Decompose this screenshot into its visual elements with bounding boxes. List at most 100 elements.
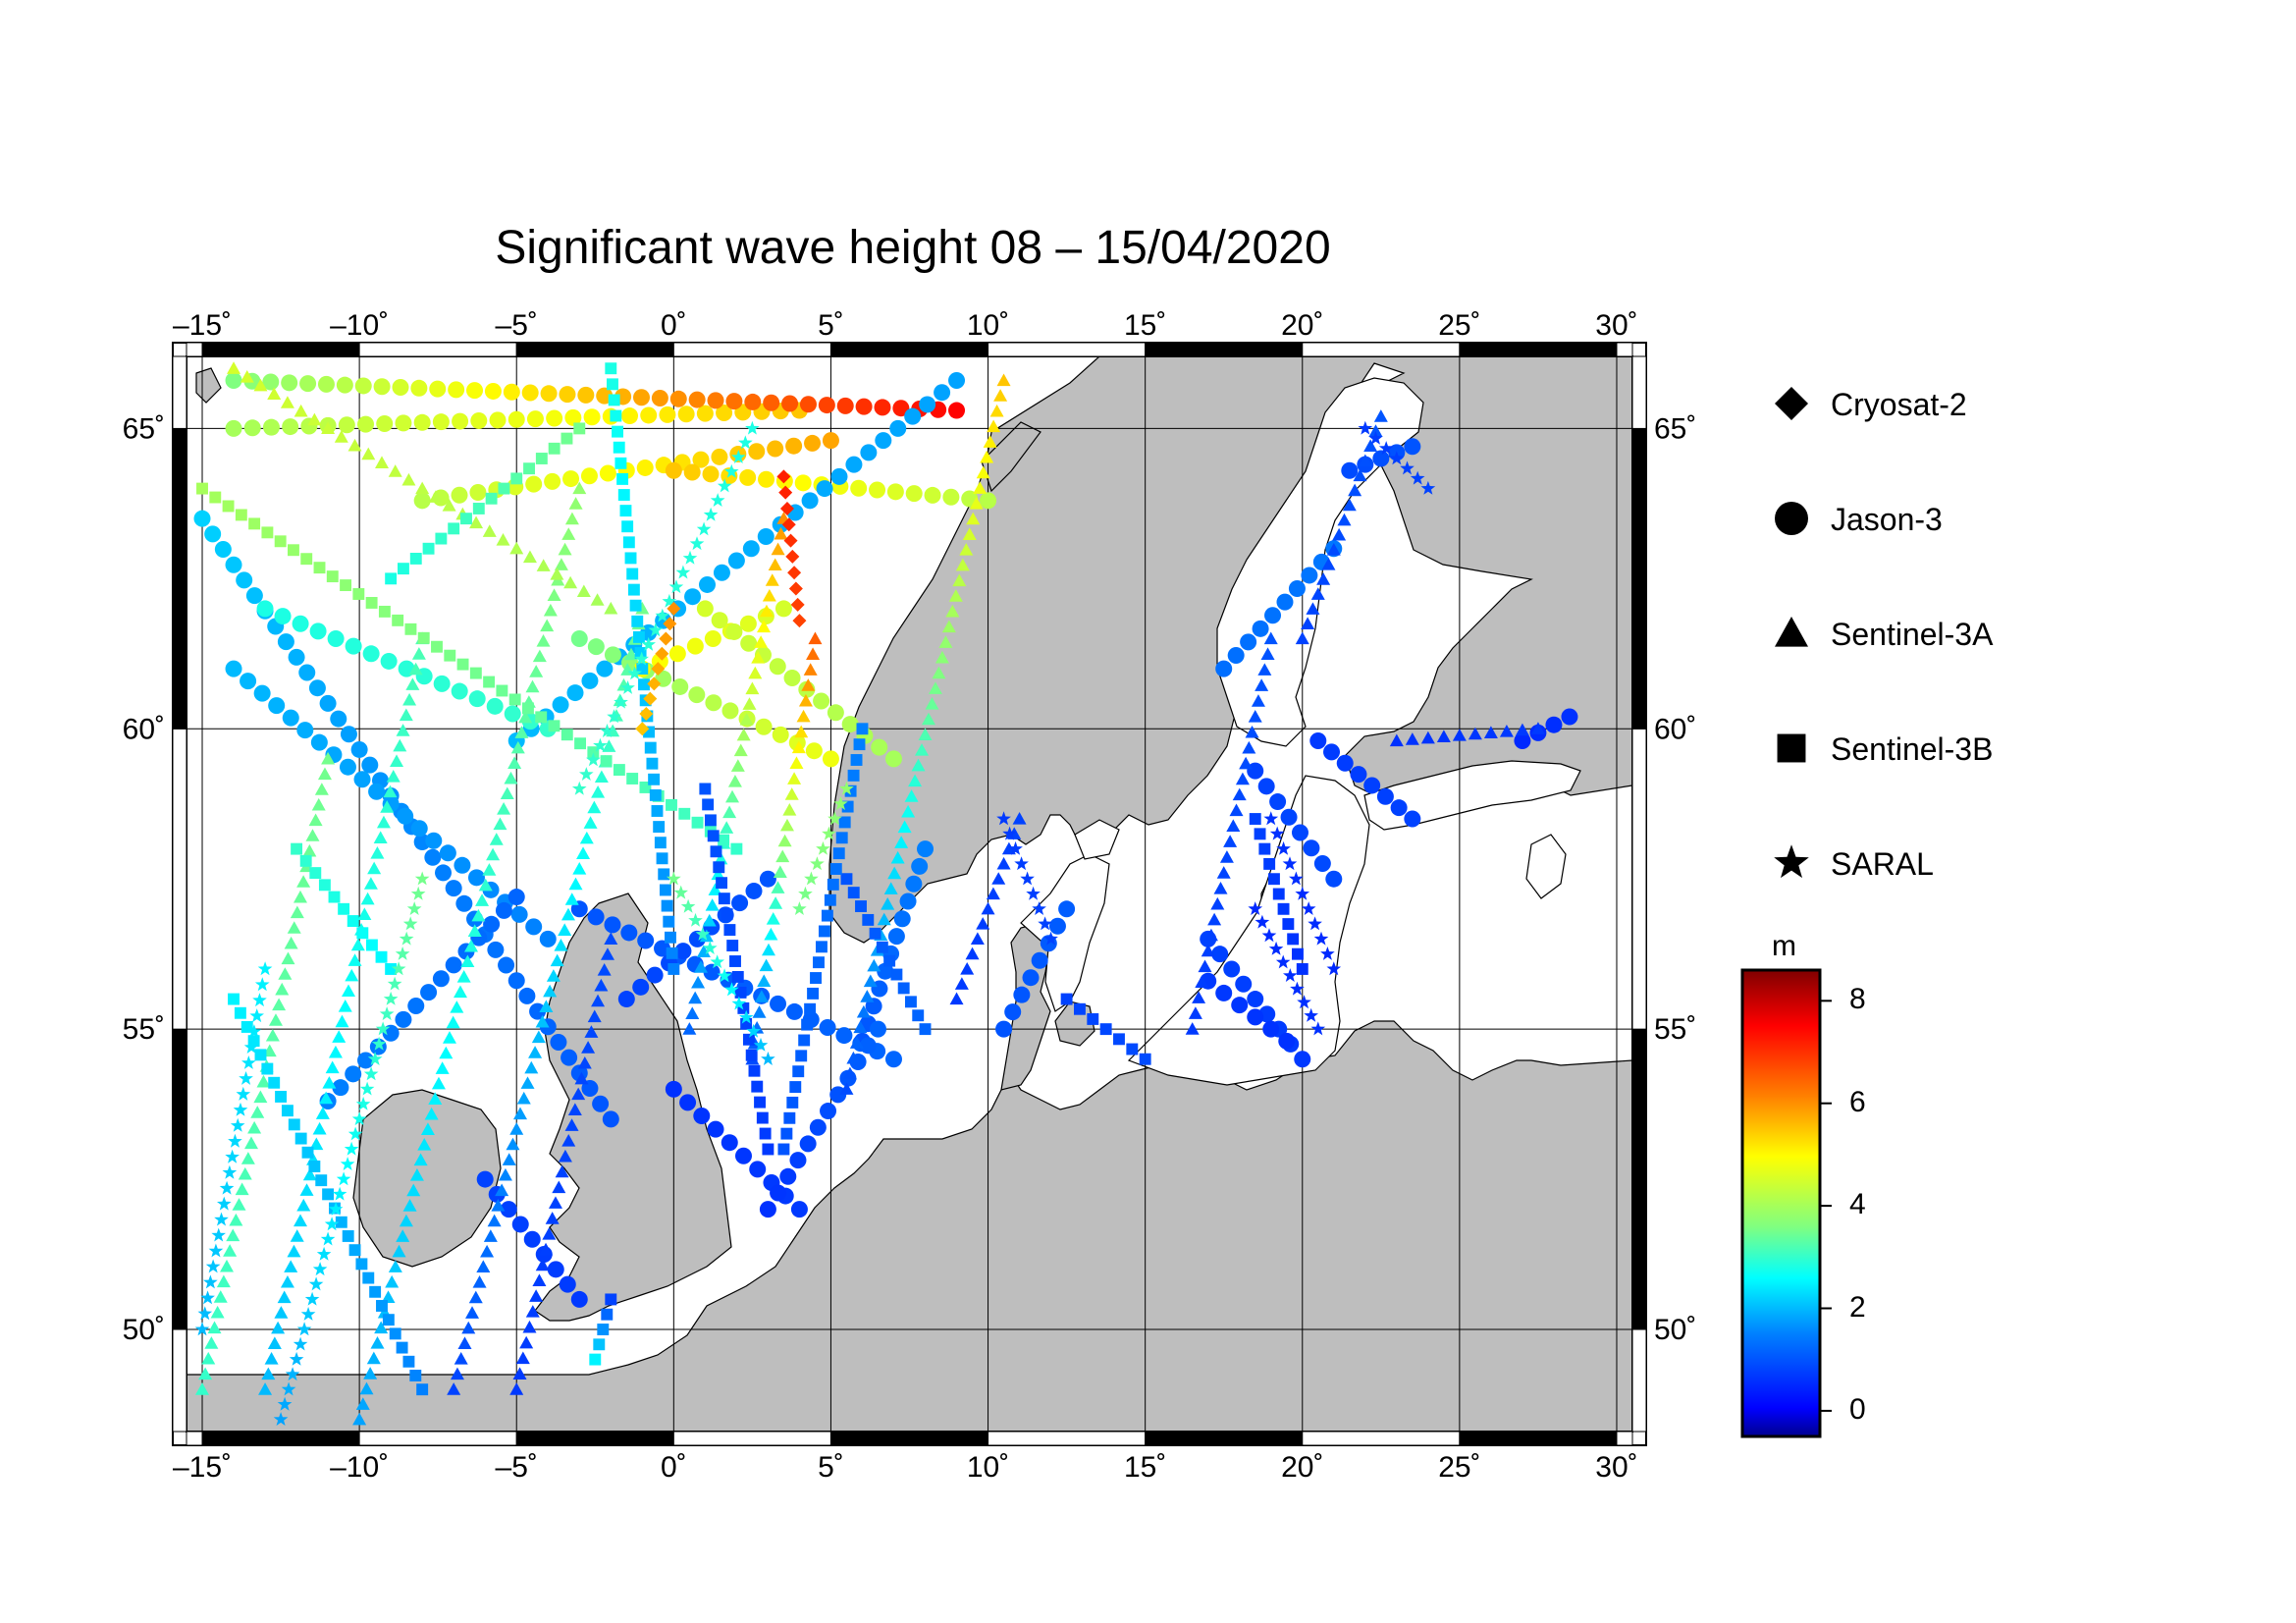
track-point-circle [327, 630, 345, 648]
track-point-circle [564, 408, 582, 426]
track-point-triangle [561, 527, 576, 540]
track-point-circle [361, 756, 379, 774]
triangle-symbol [1775, 617, 1808, 647]
track-point-star [1255, 914, 1270, 929]
track-point-circle [1240, 633, 1257, 651]
track-point-square [348, 1244, 361, 1257]
track-point-diamond [639, 706, 654, 721]
track-point-circle [785, 437, 803, 455]
track-point-triangle [1245, 725, 1259, 738]
lon-tick-label-top: 25˚ [1438, 309, 1480, 342]
track-point-triangle [317, 767, 332, 781]
track-point-triangle [361, 447, 376, 460]
track-point-circle [745, 882, 763, 899]
track-point-circle [679, 1094, 697, 1111]
track-point-triangle [198, 1367, 213, 1380]
track-point-triangle [240, 1152, 255, 1164]
track-point-triangle [350, 938, 365, 951]
track-point-triangle [682, 1022, 697, 1035]
track-point-circle [688, 391, 706, 408]
track-point-circle [651, 390, 668, 407]
track-point-circle [1264, 607, 1282, 624]
track-point-circle [1325, 870, 1343, 888]
track-point-triangle [465, 1306, 480, 1319]
track-point-star [395, 947, 410, 960]
track-point-triangle [265, 1028, 280, 1042]
track-point-circle [484, 382, 502, 400]
track-point-circle [489, 411, 507, 429]
track-point-triangle [754, 635, 769, 648]
track-point-triangle [258, 1382, 273, 1395]
track-point-square [288, 544, 299, 557]
track-point-triangle [1213, 881, 1228, 894]
lat-tick-label-left: 60˚ [123, 713, 165, 745]
track-point-circle [684, 588, 702, 606]
track-point-square [726, 940, 739, 951]
track-point-square [561, 729, 573, 741]
track-point-circle [454, 856, 471, 874]
track-point-triangle [504, 771, 518, 784]
track-point-square [385, 572, 398, 585]
square-icon [1777, 733, 1806, 763]
track-point-triangle [1301, 617, 1315, 630]
colorbar-tick-label: 8 [1849, 983, 1866, 1016]
track-point-star [239, 1071, 253, 1085]
track-point-triangle [1353, 468, 1367, 482]
track-point-square [754, 1096, 766, 1109]
track-point-triangle [509, 1382, 524, 1395]
track-point-square [610, 409, 622, 422]
track-point-triangle [730, 759, 745, 772]
frame-segment [172, 355, 187, 429]
track-point-triangle [272, 998, 287, 1011]
colorbar [1740, 968, 1822, 1438]
track-point-square [261, 1062, 274, 1075]
track-point-circle [552, 696, 569, 714]
track-point-square [756, 1111, 769, 1124]
track-point-circle [256, 600, 274, 618]
track-point-circle [620, 924, 638, 942]
track-point-star [675, 565, 691, 579]
track-point-circle [1363, 777, 1381, 794]
track-point-triangle [1226, 819, 1241, 832]
track-point-star [347, 1126, 363, 1141]
track-point-square [737, 1001, 750, 1014]
track-point-star [1304, 1007, 1318, 1022]
track-point-circle [905, 875, 923, 893]
track-point-star [252, 993, 267, 1007]
track-point-square [422, 542, 435, 555]
track-point-circle [818, 397, 835, 414]
track-point-square [666, 947, 678, 959]
track-point-circle [1514, 732, 1531, 750]
track-point-circle [632, 978, 650, 996]
track-point-triangle [928, 681, 942, 694]
track-point-circle [705, 694, 722, 712]
lon-tick-label-top: 15˚ [1124, 309, 1166, 342]
track-point-circle [452, 412, 469, 430]
track-point-square [713, 861, 725, 874]
track-point-circle [282, 418, 299, 436]
track-point-triangle [472, 1275, 487, 1288]
track-point-triangle [207, 1321, 222, 1334]
track-point-square [869, 927, 881, 940]
track-point-circle [282, 709, 299, 727]
track-point-triangle [546, 969, 561, 982]
frame-segment [515, 342, 674, 357]
track-point-triangle [435, 1061, 450, 1074]
track-point-triangle [1483, 726, 1498, 738]
track-point-triangle [761, 943, 775, 956]
track-point-diamond [792, 614, 807, 628]
track-point-square [653, 821, 666, 834]
track-point-square [328, 891, 341, 903]
track-point-circle [525, 918, 543, 936]
track-point-square [663, 915, 675, 928]
track-point-triangle [759, 958, 774, 972]
track-point-triangle [564, 893, 579, 905]
track-point-circle [395, 414, 412, 432]
track-point-circle [262, 373, 280, 391]
track-point-triangle [1326, 542, 1341, 556]
track-point-triangle [1348, 483, 1362, 497]
track-point-triangle [308, 813, 323, 827]
track-point-triangle [478, 878, 493, 892]
frame-segment [186, 1431, 203, 1446]
track-point-square [483, 676, 496, 688]
